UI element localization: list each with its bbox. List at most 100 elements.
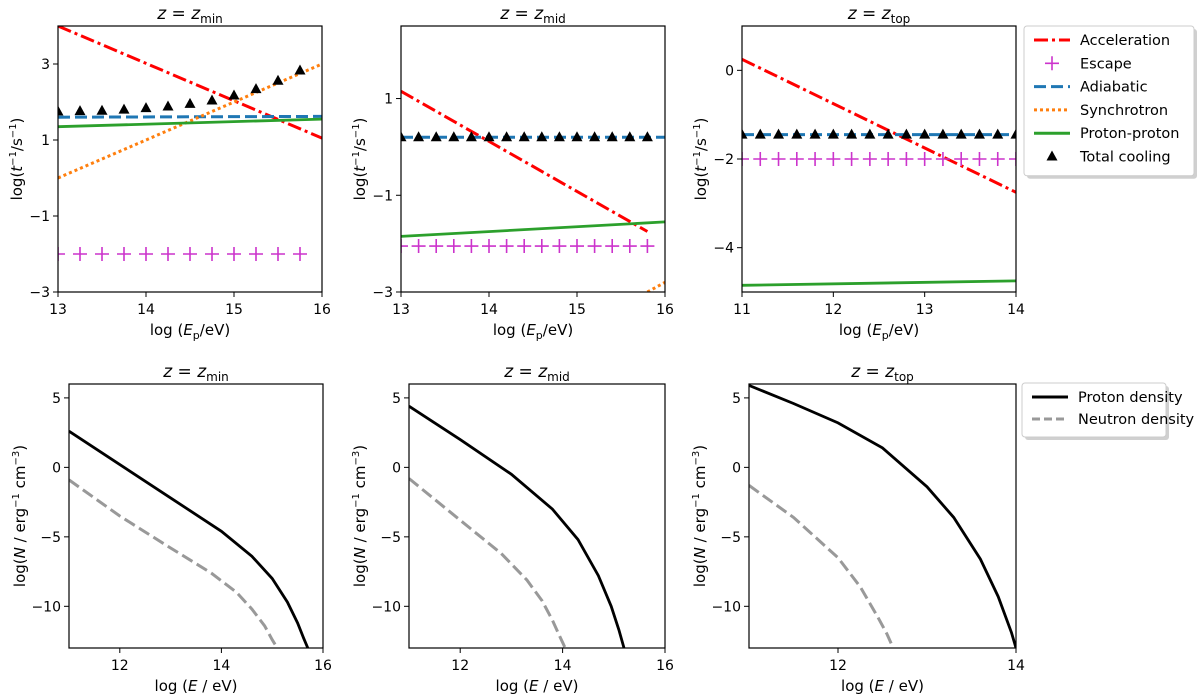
- series-neutron-density-line: [749, 484, 895, 648]
- legend-rates: Acceleration Escape Adiabatic Synchrotron Pr…: [1023, 25, 1197, 179]
- y-axis-label: log(t−1/s−1): [8, 118, 26, 201]
- series-escape-marker: [446, 239, 461, 254]
- series-escape-marker: [917, 152, 932, 166]
- panel-3: 11 12 13 14 −4 −2 0 z = ztop log (Ep/eV) log(t−1/…: [692, 4, 1025, 342]
- plot-area: [749, 384, 1016, 648]
- series-escape-marker: [899, 152, 914, 166]
- series-total-cooling-marker: [184, 97, 196, 108]
- x-tick-label: 16: [656, 302, 674, 318]
- plot-area: [401, 89, 665, 292]
- series-escape-marker: [499, 239, 514, 254]
- series-neutron-density-line: [69, 478, 279, 648]
- panel-title: z = zmid: [503, 362, 570, 384]
- series-escape-marker: [789, 152, 804, 166]
- series-total-cooling-marker: [589, 131, 601, 142]
- legend-label-synchrotron: Synchrotron: [1080, 103, 1168, 119]
- series-escape-marker: [1009, 152, 1016, 166]
- series-total-cooling-marker: [1010, 128, 1016, 139]
- legend-label-proton-proton: Proton-proton: [1080, 126, 1179, 142]
- x-axis-label: log (Ep/eV): [493, 321, 573, 342]
- series-total-cooling-marker: [162, 100, 174, 111]
- y-tick-label: −5: [720, 530, 741, 546]
- axes-frame: [408, 383, 666, 649]
- panel-title: z = ztop: [847, 4, 911, 26]
- series-total-cooling-marker: [992, 128, 1004, 139]
- y-tick-label: −10: [371, 599, 401, 615]
- series-escape-marker: [605, 239, 620, 254]
- y-tick-label: 3: [41, 57, 50, 73]
- series-escape-marker: [429, 239, 444, 254]
- series-total-cooling-marker: [864, 128, 876, 139]
- series-escape-marker: [570, 239, 584, 254]
- series-escape-marker: [482, 239, 496, 254]
- legend-label-neutron-density: Neutron density: [1078, 412, 1195, 428]
- y-tick-label: −5: [40, 530, 61, 546]
- x-axis-label: log (E / eV): [841, 677, 924, 695]
- x-tick-label: 12: [111, 658, 129, 674]
- series-acceleration-tail-line: [646, 280, 665, 292]
- series-total-cooling-marker: [624, 131, 636, 142]
- series-escape-marker: [517, 239, 532, 254]
- y-axis-label: log(N / erg−1 cm−3): [11, 445, 29, 587]
- series-escape-marker: [271, 247, 285, 261]
- series-proton-density-line: [69, 430, 310, 648]
- axes-frame: [748, 383, 1017, 649]
- y-tick-label: −3: [29, 285, 50, 301]
- y-tick-label: −10: [31, 599, 61, 615]
- x-axis-label: log (Ep/eV): [839, 321, 919, 342]
- series-total-cooling-marker: [641, 131, 653, 142]
- x-tick-label: 14: [1007, 658, 1025, 674]
- series-total-cooling-marker: [413, 131, 425, 142]
- y-axis-label: log(t−1/s−1): [351, 118, 369, 201]
- x-tick-label: 14: [554, 658, 572, 674]
- plot-area: [69, 430, 310, 648]
- series-total-cooling-marker: [430, 131, 442, 142]
- series-escape-marker: [844, 152, 859, 166]
- series-total-cooling-marker: [228, 89, 240, 100]
- x-tick-label: 15: [225, 302, 243, 318]
- panel-4: 12 14 16 −10 −5 0 5 z = zmin log (E / eV) log(N /…: [11, 362, 332, 695]
- series-total-cooling-marker: [773, 128, 785, 139]
- series-total-cooling-marker: [140, 102, 152, 113]
- series-total-cooling-marker: [571, 131, 583, 142]
- y-tick-label: 5: [732, 391, 741, 407]
- series-total-cooling-marker: [294, 64, 306, 75]
- series-total-cooling-marker: [206, 94, 218, 105]
- series-total-cooling-marker: [937, 128, 949, 139]
- legend-label-acceleration: Acceleration: [1080, 33, 1170, 49]
- series-total-cooling-marker: [846, 128, 858, 139]
- panel-title: z = zmin: [162, 362, 229, 384]
- series-total-cooling-marker: [536, 131, 548, 142]
- x-tick-label: 13: [392, 302, 410, 318]
- x-tick-label: 13: [916, 302, 934, 318]
- y-tick-label: 1: [41, 133, 50, 149]
- series-total-cooling-marker: [501, 131, 513, 142]
- series-escape-marker: [862, 152, 877, 166]
- y-tick-label: 1: [384, 92, 393, 108]
- legend-swatch-escape: [1045, 56, 1059, 71]
- series-escape-marker: [139, 247, 153, 261]
- x-tick-label: 14: [480, 302, 498, 318]
- y-axis-label: log(N / erg−1 cm−3): [691, 445, 709, 587]
- series-escape-marker: [640, 239, 655, 254]
- y-tick-label: 0: [392, 460, 401, 476]
- x-tick-label: 14: [212, 658, 230, 674]
- series-total-cooling-marker: [955, 128, 967, 139]
- series-escape-marker: [411, 239, 426, 254]
- series-escape-marker: [161, 247, 175, 261]
- series-escape-marker: [622, 239, 637, 254]
- x-axis-label: log (E / eV): [155, 677, 238, 695]
- panel-2: 13 14 15 16 −3 −1 1 z = zmid log (Ep/eV) log(t−1/…: [351, 4, 674, 342]
- legend-label-escape: Escape: [1080, 56, 1132, 72]
- legend-swatch-total-cooling: [1046, 150, 1058, 161]
- series-escape-marker: [881, 152, 896, 166]
- series-escape-marker: [73, 247, 87, 261]
- series-escape-marker: [249, 247, 263, 261]
- series-total-cooling-marker: [448, 131, 460, 142]
- series-escape-marker: [935, 152, 950, 166]
- series-escape-marker: [972, 152, 987, 166]
- x-tick-label: 16: [656, 658, 674, 674]
- series-total-cooling-marker: [518, 131, 530, 142]
- x-tick-label: 11: [733, 302, 751, 318]
